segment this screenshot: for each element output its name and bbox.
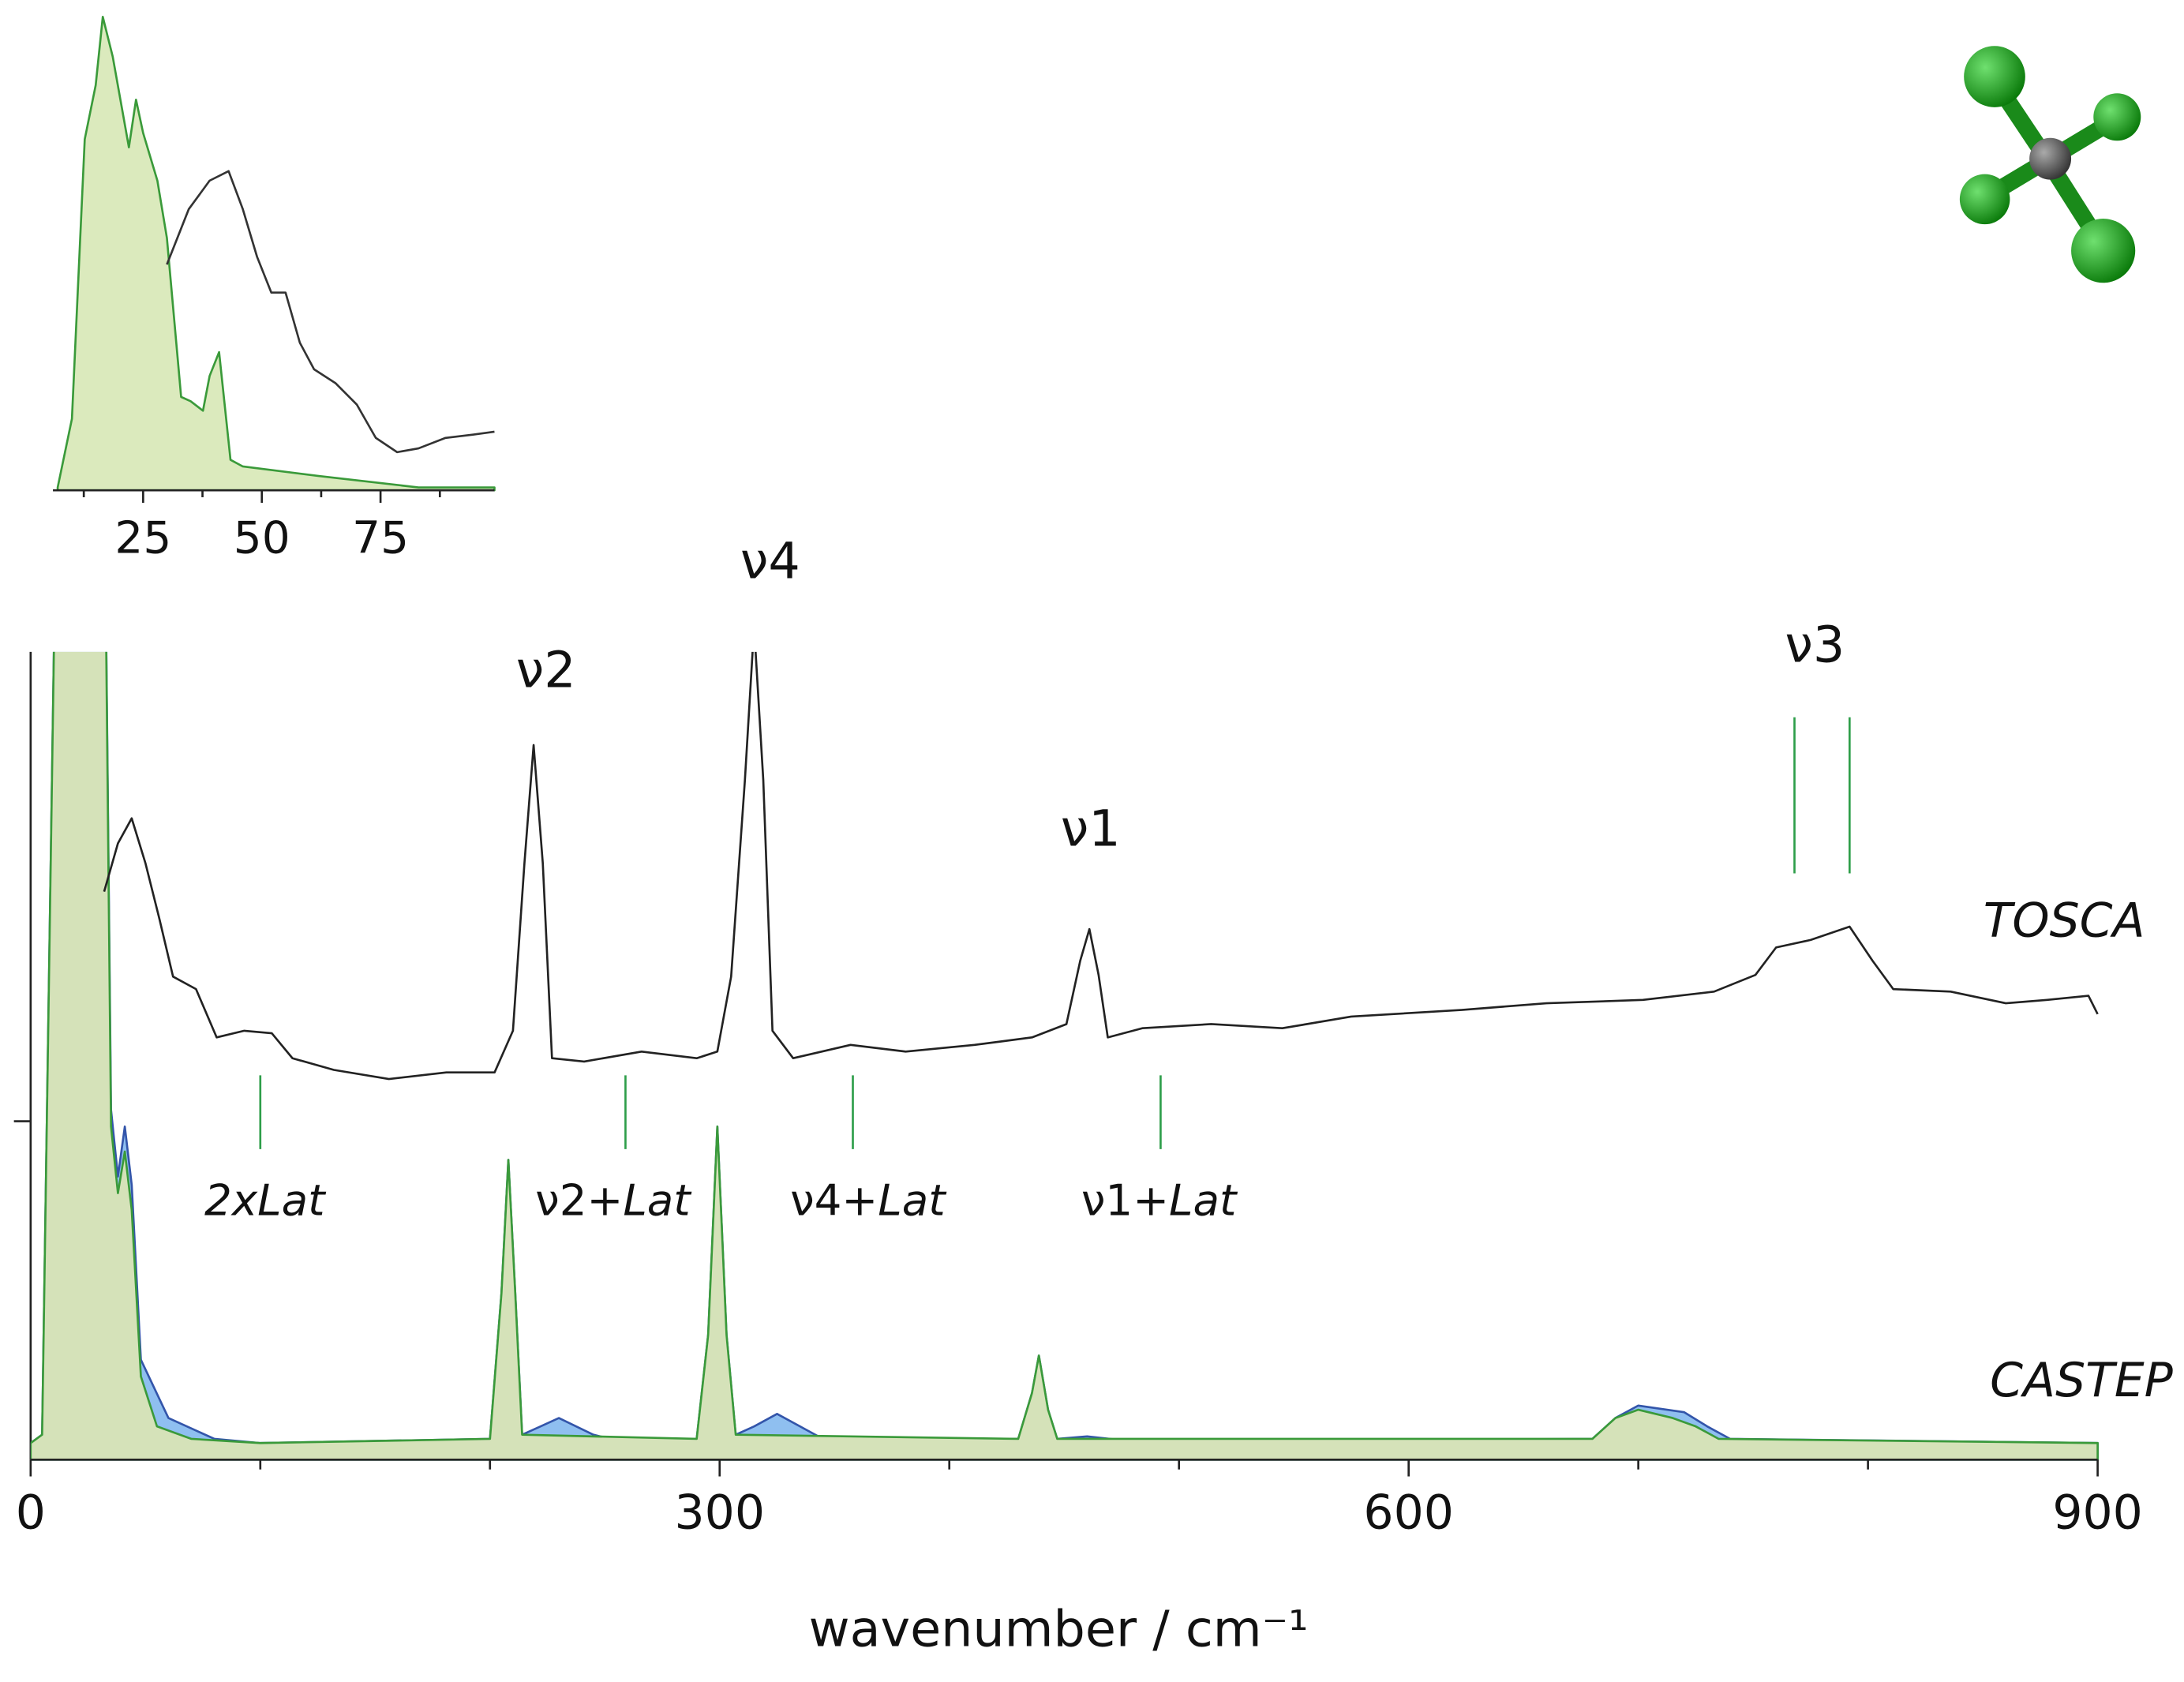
x-tick-label: 600 <box>1363 1485 1454 1541</box>
x-tick-label: 50 <box>234 512 290 564</box>
series-label: CASTEP <box>1990 1353 2174 1408</box>
line <box>166 170 495 454</box>
line <box>103 651 2099 1081</box>
annotation-italic: Lat <box>623 1175 692 1226</box>
area <box>30 651 2099 1461</box>
annotation: 2xLat <box>204 1175 327 1226</box>
annotation-italic: 2xLat <box>204 1175 327 1226</box>
annotation-text: ν4 <box>740 531 800 590</box>
area <box>30 651 2099 1461</box>
annotation: ν3 <box>1785 615 1845 673</box>
plot-area <box>56 15 496 492</box>
plot-area <box>30 651 2099 1461</box>
annotation: ν1 <box>1061 799 1121 857</box>
annotation: ν1+Lat <box>1081 1175 1238 1226</box>
annotation: ν2 <box>516 640 576 699</box>
annotation-text: ν2 <box>516 640 576 699</box>
annotation-text: ν4+ <box>790 1175 878 1226</box>
annotation-italic: Lat <box>878 1175 947 1226</box>
annotation: ν4+Lat <box>790 1175 947 1226</box>
annotation-text: ν2+ <box>535 1175 623 1226</box>
x-axis-label: wavenumber / cm⁻¹ <box>809 1600 1309 1658</box>
annotation: ν2+Lat <box>535 1175 692 1226</box>
area <box>56 15 496 492</box>
series-label: TOSCA <box>1984 893 2145 949</box>
x-tick-label: 900 <box>2052 1485 2143 1541</box>
x-tick-label: 300 <box>674 1485 765 1541</box>
x-tick-label: 0 <box>16 1485 46 1541</box>
annotation-text: ν3 <box>1785 615 1845 673</box>
x-tick-label: 25 <box>114 512 171 564</box>
annotation-text: ν1+ <box>1081 1175 1169 1226</box>
annotation-italic: Lat <box>1169 1175 1238 1226</box>
annotation: ν4 <box>740 531 800 590</box>
annotation-text: ν1 <box>1061 799 1121 857</box>
molecule-icon <box>1959 46 2141 283</box>
x-tick-label: 75 <box>352 512 409 564</box>
